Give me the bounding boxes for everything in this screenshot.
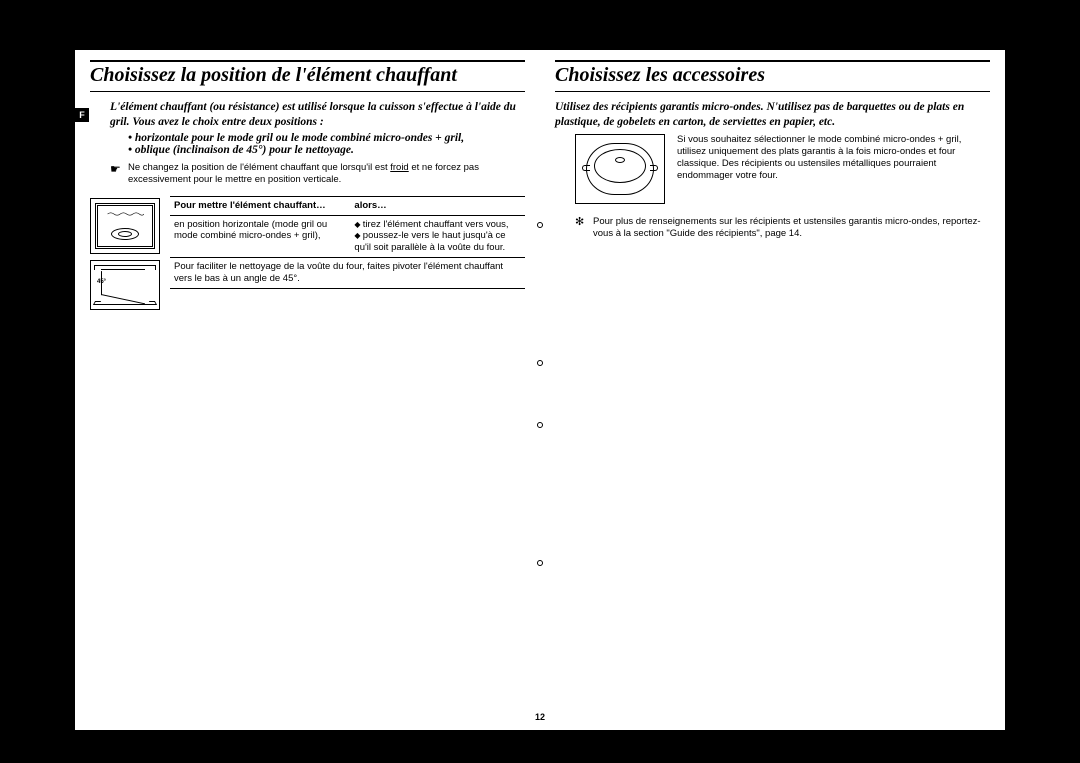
accessory-text: Si vous souhaitez sélectionner le mode c… [677,130,990,210]
heating-element-45-diagram: 45° [90,260,160,310]
left-heading: Choisissez la position de l'élément chau… [90,60,525,92]
binder-hole-icon [537,222,543,228]
cell-horizontal: en position horizontale (mode gril ou mo… [170,215,350,258]
manual-page: F Choisissez la position de l'élément ch… [75,50,1005,730]
cross-reference: ✻ Pour plus de renseignements sur les ré… [575,216,990,240]
left-column: F Choisissez la position de l'élément ch… [75,60,540,730]
cross-reference-text: Pour plus de renseignements sur les réci… [593,216,990,240]
reference-icon: ✻ [575,216,593,240]
diagram-table-row: 45° Pour mettre l'élément chauffant… alo… [90,196,525,316]
bullet-horizontal: horizontale pour le mode gril ou le mode… [128,132,525,144]
left-bullets: horizontale pour le mode gril ou le mode… [128,132,525,156]
left-intro: L'élément chauffant (ou résistance) est … [110,100,525,130]
th-condition: Pour mettre l'élément chauffant… [170,196,350,215]
binder-hole-icon [537,360,543,366]
instruction-table: Pour mettre l'élément chauffant… alors… … [170,196,525,289]
bullet-oblique: oblique (inclinaison de 45°) pour le net… [128,144,525,156]
right-column: Choisissez les accessoires Utilisez des … [540,60,1005,730]
page-number: 12 [535,712,545,722]
language-tab: F [75,108,89,122]
caution-note: ☛ Ne changez la position de l'élément ch… [110,162,525,186]
binder-hole-icon [537,560,543,566]
steamer-accessory-diagram [575,134,665,204]
right-heading: Choisissez les accessoires [555,60,990,92]
table-row: Pour faciliter le nettoyage de la voûte … [170,258,525,289]
hand-icon: ☛ [110,162,128,186]
cell-actions: tirez l'élément chauffant vers vous, pou… [350,215,525,258]
binder-hole-icon [537,422,543,428]
th-action: alors… [350,196,525,215]
cell-cleaning: Pour faciliter le nettoyage de la voûte … [170,258,525,289]
accessory-block: Si vous souhaitez sélectionner le mode c… [555,130,990,210]
table-header-row: Pour mettre l'élément chauffant… alors… [170,196,525,215]
diagrams: 45° [90,196,166,316]
right-intro: Utilisez des récipients garantis micro-o… [555,100,990,130]
table-row: en position horizontale (mode gril ou mo… [170,215,525,258]
instruction-table-wrap: Pour mettre l'élément chauffant… alors… … [170,196,525,316]
caution-text: Ne changez la position de l'élément chau… [128,162,525,186]
oven-front-diagram [90,198,160,254]
